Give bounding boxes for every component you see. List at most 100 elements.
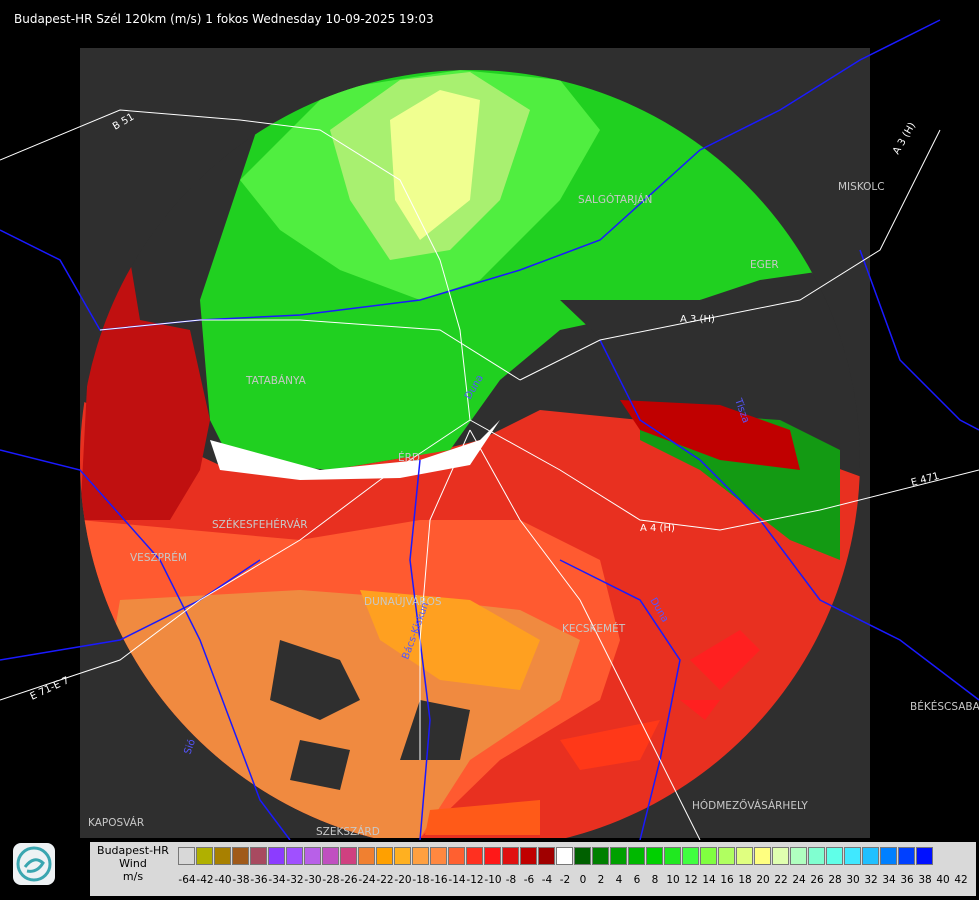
legend-swatch <box>268 847 285 865</box>
legend-swatch <box>880 847 897 865</box>
legend-tick-label: 26 <box>810 874 824 886</box>
legend-tick-label: 10 <box>666 874 680 886</box>
river-label: Sió <box>182 738 198 756</box>
city-label: SALGÓTARJÁN <box>578 193 652 206</box>
legend-swatch <box>502 847 519 865</box>
legend-swatch <box>520 847 537 865</box>
wind-legend: Budapest-HR Wind m/s -64 -42 -40 -38 -36 -34-… <box>90 842 976 896</box>
legend-tick-label: -38 <box>232 874 250 886</box>
legend-tick-label: 0 <box>579 874 587 886</box>
legend-tick-label: 32 <box>864 874 878 886</box>
legend-swatch <box>646 847 663 865</box>
legend-swatch <box>412 847 429 865</box>
legend-swatch <box>682 847 699 865</box>
legend-swatch <box>448 847 465 865</box>
legend-swatch <box>556 847 573 865</box>
legend-tick-label: 40 <box>936 874 950 886</box>
legend-title: Budapest-HR Wind m/s <box>90 844 176 883</box>
city-label: BÉKÉSCSABA <box>910 700 979 713</box>
legend-swatch <box>862 847 879 865</box>
legend-tick-label: 16 <box>720 874 734 886</box>
logo-icon <box>13 843 55 885</box>
legend-tick-label: 36 <box>900 874 914 886</box>
legend-swatch <box>808 847 825 865</box>
legend-swatch <box>754 847 771 865</box>
legend-swatch <box>610 847 627 865</box>
city-label: MISKOLC <box>838 181 885 193</box>
city-label: ÉRD <box>398 451 420 464</box>
legend-tick-label: -6 <box>523 874 535 886</box>
road-label: A 3 (H) <box>680 314 715 325</box>
legend-swatch <box>178 847 195 865</box>
legend-swatch <box>466 847 483 865</box>
legend-tick-label: 42 <box>954 874 968 886</box>
legend-tick-label: 12 <box>684 874 698 886</box>
legend-tick-label: 8 <box>651 874 659 886</box>
legend-tick-label: -42 <box>196 874 214 886</box>
legend-tick-label: -64 <box>178 874 196 886</box>
legend-ticks: -64 -42 -40 -38 -36 -34 -32 -30 -28 -26 -24 -22 -20-… <box>178 874 970 886</box>
road-lines <box>0 109 979 840</box>
legend-tick-label: -14 <box>448 874 466 886</box>
legend-swatch <box>340 847 357 865</box>
legend-swatch <box>376 847 393 865</box>
city-label: EGER <box>750 259 779 271</box>
legend-tick-label: -26 <box>340 874 358 886</box>
legend-swatch <box>430 847 447 865</box>
legend-tick-label: 34 <box>882 874 896 886</box>
city-label: KAPOSVÁR <box>88 816 144 829</box>
city-label: SZÉKESFEHÉRVÁR <box>212 518 308 531</box>
legend-swatch <box>700 847 717 865</box>
legend-swatch <box>826 847 843 865</box>
legend-tick-label: -34 <box>268 874 286 886</box>
legend-swatch <box>232 847 249 865</box>
legend-swatch <box>664 847 681 865</box>
legend-title-line: m/s <box>122 870 144 883</box>
legend-tick-label: 18 <box>738 874 752 886</box>
legend-swatch <box>538 847 555 865</box>
legend-swatch <box>214 847 231 865</box>
legend-tick-label: -20 <box>394 874 412 886</box>
legend-tick-label: -32 <box>286 874 304 886</box>
legend-tick-label: -22 <box>376 874 394 886</box>
legend-swatch <box>394 847 411 865</box>
city-label: TATABÁNYA <box>245 374 307 387</box>
road-label: E 471 <box>910 471 940 489</box>
legend-swatch <box>790 847 807 865</box>
legend-swatch <box>250 847 267 865</box>
legend-swatch <box>286 847 303 865</box>
legend-tick-label: -2 <box>559 874 571 886</box>
legend-tick-label: -36 <box>250 874 268 886</box>
city-label: HÓDMEZŐVÁSÁRHELY <box>692 798 808 812</box>
city-label: SZEKSZÁRD <box>316 825 380 838</box>
legend-title-line: Budapest-HR <box>97 844 169 857</box>
city-label: KECSKEMÉT <box>562 622 626 635</box>
legend-tick-label: 4 <box>615 874 623 886</box>
legend-tick-label: 22 <box>774 874 788 886</box>
legend-swatch <box>772 847 789 865</box>
legend-tick-label: -18 <box>412 874 430 886</box>
legend-swatch <box>736 847 753 865</box>
legend-title-line: Wind <box>119 857 147 870</box>
city-label: VESZPRÉM <box>130 551 187 564</box>
map-title: Budapest-HR Szél 120km (m/s) 1 fokos Wed… <box>14 12 434 26</box>
legend-swatch <box>574 847 591 865</box>
legend-tick-label: -10 <box>484 874 502 886</box>
legend-swatch <box>916 847 933 865</box>
legend-swatch <box>844 847 861 865</box>
legend-tick-label: 6 <box>633 874 641 886</box>
legend-swatch <box>358 847 375 865</box>
radar-map: MISKOLC SALGÓTARJÁN EGER TATABÁNYA ÉRD S… <box>0 19 979 840</box>
legend-tick-label: 30 <box>846 874 860 886</box>
city-label: DUNAÚJVÁROS <box>364 595 442 608</box>
legend-tick-label: -30 <box>304 874 322 886</box>
legend-swatch <box>304 847 321 865</box>
legend-tick-label: -28 <box>322 874 340 886</box>
legend-tick-label: 2 <box>597 874 605 886</box>
road-label: E 71-E 7 <box>29 675 71 703</box>
legend-tick-label: -4 <box>541 874 553 886</box>
legend-tick-label: -40 <box>214 874 232 886</box>
legend-tick-label: -12 <box>466 874 484 886</box>
road-label: A 3 (H) <box>891 121 918 157</box>
legend-tick-label: 14 <box>702 874 716 886</box>
